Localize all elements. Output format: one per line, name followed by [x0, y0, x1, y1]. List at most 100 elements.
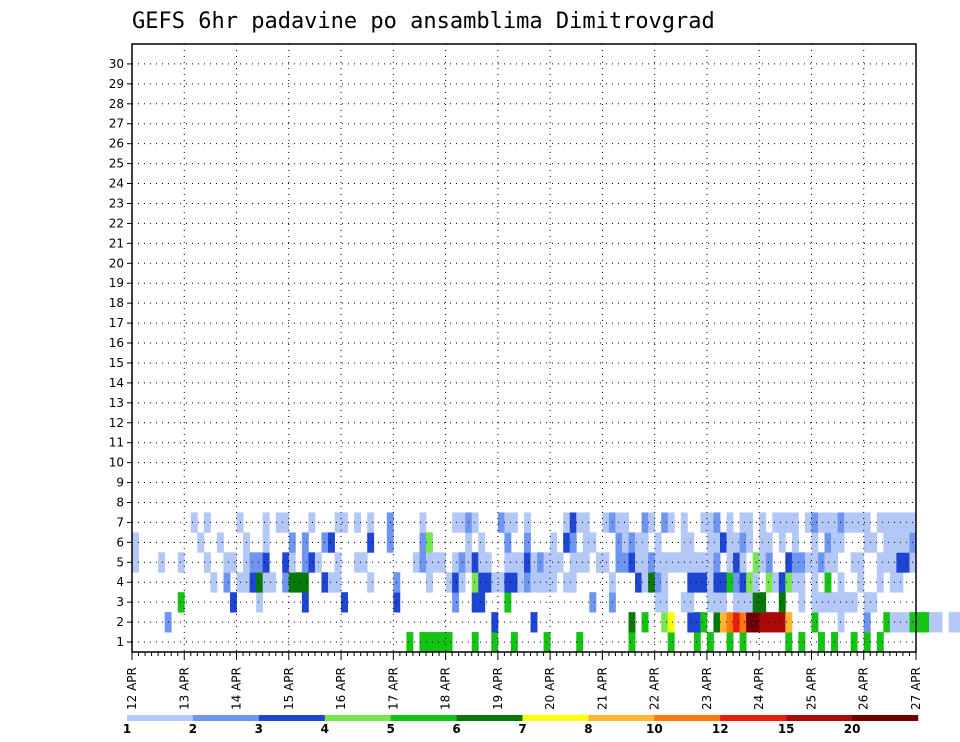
heatmap-cell: [328, 532, 335, 553]
heatmap-cell: [661, 512, 669, 533]
heatmap-cell: [661, 592, 669, 613]
heatmap-cell: [132, 552, 139, 573]
heatmap-cell: [785, 632, 793, 653]
heatmap-cell: [765, 532, 773, 553]
heatmap-cell: [896, 572, 904, 593]
heatmap-cell: [837, 572, 845, 593]
heatmap-cell: [706, 552, 714, 573]
heatmap-cell: [197, 532, 205, 553]
heatmap-cell: [798, 572, 806, 593]
heatmap-cell: [524, 512, 531, 533]
heatmap-cell: [863, 612, 871, 633]
heatmap-cell: [452, 572, 460, 593]
heatmap-cell: [778, 572, 786, 593]
heatmap-cell: [504, 572, 512, 593]
heatmap-cell: [210, 572, 218, 593]
heatmap-cell: [667, 552, 675, 573]
heatmap-cell: [706, 632, 714, 653]
x-tick-label: 26 APR: [857, 667, 871, 710]
heatmap-cell: [824, 572, 832, 593]
y-tick-label: 26: [109, 137, 124, 151]
heatmap-cell: [132, 532, 139, 553]
legend-label: 5: [386, 722, 394, 736]
color-legend: 1 2 3 4 5 6 7 8 10 12 15 20: [123, 715, 919, 736]
x-tick-label: 16 APR: [334, 667, 348, 710]
heatmap-cell: [863, 592, 871, 613]
heatmap-cell: [850, 632, 858, 653]
legend-label: 10: [646, 722, 663, 736]
heatmap-cell: [818, 632, 825, 653]
heatmap-cell: [824, 552, 832, 573]
heatmap-cell: [301, 552, 309, 573]
heatmap-cell: [733, 612, 740, 633]
heatmap-cell: [654, 552, 662, 573]
heatmap-cell: [524, 532, 531, 553]
x-tick-label: 12 APR: [125, 667, 139, 710]
heatmap-cell: [569, 552, 577, 573]
heatmap-cell: [798, 592, 806, 613]
heatmap-cell: [269, 572, 277, 593]
heatmap-cell: [726, 612, 734, 633]
heatmap-cell: [602, 552, 610, 573]
heatmap-cell: [471, 512, 479, 533]
heatmap-cell: [491, 612, 499, 633]
x-tick-label: 23 APR: [700, 667, 714, 710]
heatmap-cell: [648, 572, 656, 593]
heatmap-cell: [726, 632, 734, 653]
legend-label: 7: [518, 722, 526, 736]
heatmap-cell: [367, 512, 375, 533]
heatmap-cell: [772, 612, 780, 633]
heatmap-cell: [432, 552, 440, 573]
heatmap-cell: [791, 512, 799, 533]
heatmap-cell: [288, 572, 296, 593]
heatmap-cell: [870, 532, 878, 553]
heatmap-cell: [824, 592, 832, 613]
chart-title: GEFS 6hr padavine po ansamblima Dimitrov…: [132, 9, 715, 34]
heatmap-cell: [772, 512, 780, 533]
heatmap-cell: [478, 572, 486, 593]
legend-swatch: [786, 715, 853, 721]
heatmap-cell: [589, 532, 597, 553]
heatmap-cell: [837, 592, 845, 613]
heatmap-cell: [746, 612, 754, 633]
legend-label: 12: [712, 722, 729, 736]
heatmap-cell: [667, 632, 675, 653]
heatmap-cell: [948, 612, 956, 633]
heatmap-cell: [543, 552, 551, 573]
heatmap-cell: [654, 532, 662, 553]
heatmap-cell: [693, 552, 701, 573]
heatmap-cell: [844, 592, 852, 613]
y-tick-label: 15: [109, 356, 124, 370]
heatmap-cell: [824, 512, 832, 533]
heatmap-cell: [236, 512, 244, 533]
heatmap-cell: [811, 592, 819, 613]
heatmap-cell: [524, 552, 531, 573]
heatmap-cell: [543, 632, 551, 653]
heatmap-cell: [419, 532, 427, 553]
heatmap-cell: [935, 612, 943, 633]
heatmap-cell: [765, 612, 773, 633]
heatmap-cell: [341, 512, 348, 533]
heatmap-cell: [288, 532, 296, 553]
heatmap-cell: [883, 512, 891, 533]
heatmap-cell: [550, 572, 558, 593]
heatmap-cell: [491, 632, 499, 653]
heatmap-cell: [582, 552, 590, 573]
heatmap-cell: [497, 572, 505, 593]
heatmap-cell: [635, 552, 642, 573]
heatmap-cell: [733, 592, 740, 613]
heatmap-cell: [791, 572, 799, 593]
x-tick-label: 13 APR: [177, 667, 191, 710]
heatmap-cell: [445, 632, 453, 653]
y-tick-label: 11: [109, 436, 124, 450]
y-tick-label: 18: [109, 296, 124, 310]
legend-swatch: [522, 715, 589, 721]
heatmap-cell: [367, 572, 375, 593]
heatmap-cell: [569, 512, 577, 533]
heatmap-cell: [439, 552, 446, 573]
heatmap-cell: [778, 512, 786, 533]
heatmap-cell: [876, 512, 884, 533]
heatmap-cell: [510, 512, 518, 533]
heatmap-cell: [426, 552, 433, 573]
legend-swatch: [456, 715, 523, 721]
